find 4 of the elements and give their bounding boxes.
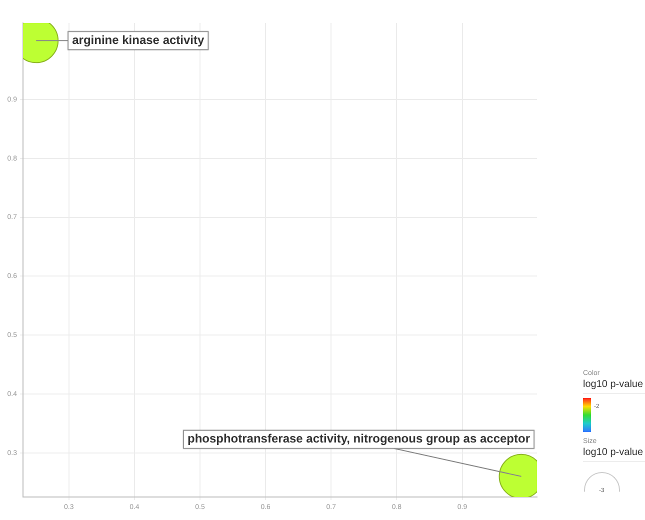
annotation: arginine kinase activity: [72, 32, 204, 47]
annotation: phosphotransferase activity, nitrogenous group as acceptor: [187, 432, 530, 446]
text: log10 p-value: [583, 445, 645, 462]
text: log10 p-value: [583, 377, 645, 394]
